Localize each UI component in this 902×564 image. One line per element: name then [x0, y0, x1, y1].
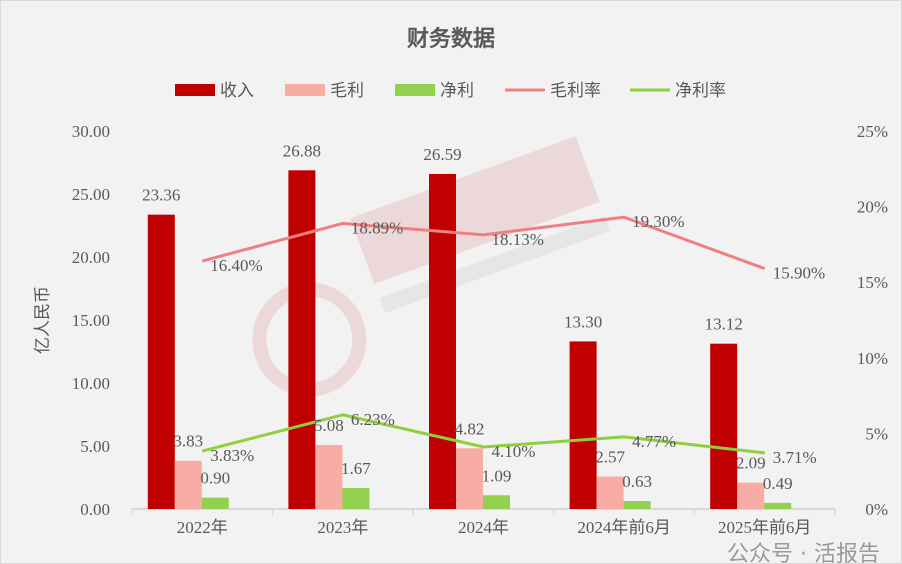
- y-tick-label: 10.00: [72, 374, 110, 393]
- bar-净利: [764, 502, 792, 509]
- line-label: 18.89%: [351, 218, 403, 237]
- bar-毛利: [737, 482, 765, 509]
- line-label: 4.10%: [492, 442, 536, 461]
- y-tick-label: 30.00: [72, 122, 110, 141]
- y2-tick-label: 25%: [857, 122, 888, 141]
- line-label: 4.77%: [632, 432, 676, 451]
- bar-label: 26.88: [283, 141, 321, 160]
- legend-label: 毛利: [330, 81, 364, 100]
- bar-净利: [483, 495, 510, 509]
- bar-label: 1.67: [341, 459, 371, 478]
- line-label: 15.90%: [773, 264, 825, 283]
- bar-label: 0.63: [622, 472, 652, 491]
- line-label: 19.30%: [632, 212, 684, 231]
- bar-label: 5.08: [314, 416, 344, 435]
- bar-label: 0.49: [763, 474, 793, 493]
- lines: [201, 215, 766, 455]
- bar-label: 1.09: [482, 466, 512, 485]
- y-tick-label: 25.00: [72, 185, 110, 204]
- y2-tick-label: 20%: [857, 198, 888, 217]
- x-tick-label: 2022年: [177, 518, 228, 537]
- bar-毛利: [315, 444, 343, 509]
- bar-收入: [288, 170, 316, 509]
- data-labels: 23.36 26.88 26.59 13.30 13.12 3.83 5.08 4.82 2.5…: [142, 141, 825, 493]
- x-tick-label: 2023年: [317, 518, 368, 537]
- corner-watermark: 公众号 · 活报告: [727, 542, 880, 564]
- legend-swatch-收入: [175, 84, 215, 96]
- legend-swatch-净利: [395, 84, 435, 96]
- line-label: 6.23%: [351, 410, 395, 429]
- bar-毛利: [596, 476, 624, 509]
- y-tick-label: 0.00: [80, 500, 110, 519]
- bar-收入: [147, 214, 175, 509]
- y-tick-label: 15.00: [72, 311, 110, 330]
- x-tick-label: 2024年前6月: [577, 518, 671, 537]
- bar-毛利: [174, 460, 202, 509]
- bar-净利: [201, 497, 229, 509]
- bar-label: 13.12: [705, 315, 743, 334]
- bars: [147, 170, 792, 509]
- bar-label: 2.57: [595, 448, 625, 467]
- x-tick-label: 2024年: [458, 518, 509, 537]
- y2-tick-label: 5%: [865, 424, 888, 443]
- bar-收入: [429, 173, 456, 509]
- line-label: 18.13%: [492, 230, 544, 249]
- line-label: 3.83%: [210, 446, 254, 465]
- bar-label: 26.59: [423, 145, 461, 164]
- legend-label: 收入: [220, 81, 254, 100]
- y2-tick-label: 15%: [857, 273, 888, 292]
- y-tick-label: 5.00: [80, 437, 110, 456]
- bar-label: 0.90: [200, 469, 230, 488]
- legend: 收入 毛利 净利 毛利率 净利率: [175, 81, 726, 100]
- y-axis-label: 亿人民币: [33, 286, 52, 354]
- bar-label: 23.36: [142, 186, 180, 205]
- x-tick-label: 2025年前6月: [718, 518, 812, 537]
- line-label: 3.71%: [773, 448, 817, 467]
- bar-净利: [342, 487, 370, 509]
- legend-label: 净利: [440, 81, 474, 100]
- bar-毛利: [456, 448, 483, 509]
- legend-label: 净利率: [675, 81, 726, 100]
- line-label: 16.40%: [210, 256, 262, 275]
- bar-收入: [569, 341, 597, 509]
- y2-tick-label: 0%: [865, 500, 888, 519]
- bar-收入: [710, 343, 738, 509]
- axes: 0.00 5.00 10.00 15.00 20.00 25.00 30.00 0% 5% 10%…: [72, 122, 888, 537]
- bar-label: 13.30: [564, 312, 602, 331]
- legend-label: 毛利率: [550, 81, 601, 100]
- bar-label: 3.83: [173, 432, 203, 451]
- y-tick-label: 20.00: [72, 248, 110, 267]
- y2-tick-label: 10%: [857, 349, 888, 368]
- bar-label: 4.82: [455, 419, 485, 438]
- bar-净利: [623, 501, 651, 509]
- bar-label: 2.09: [736, 454, 766, 473]
- legend-swatch-毛利: [285, 84, 325, 96]
- chart-title: 财务数据: [407, 26, 495, 51]
